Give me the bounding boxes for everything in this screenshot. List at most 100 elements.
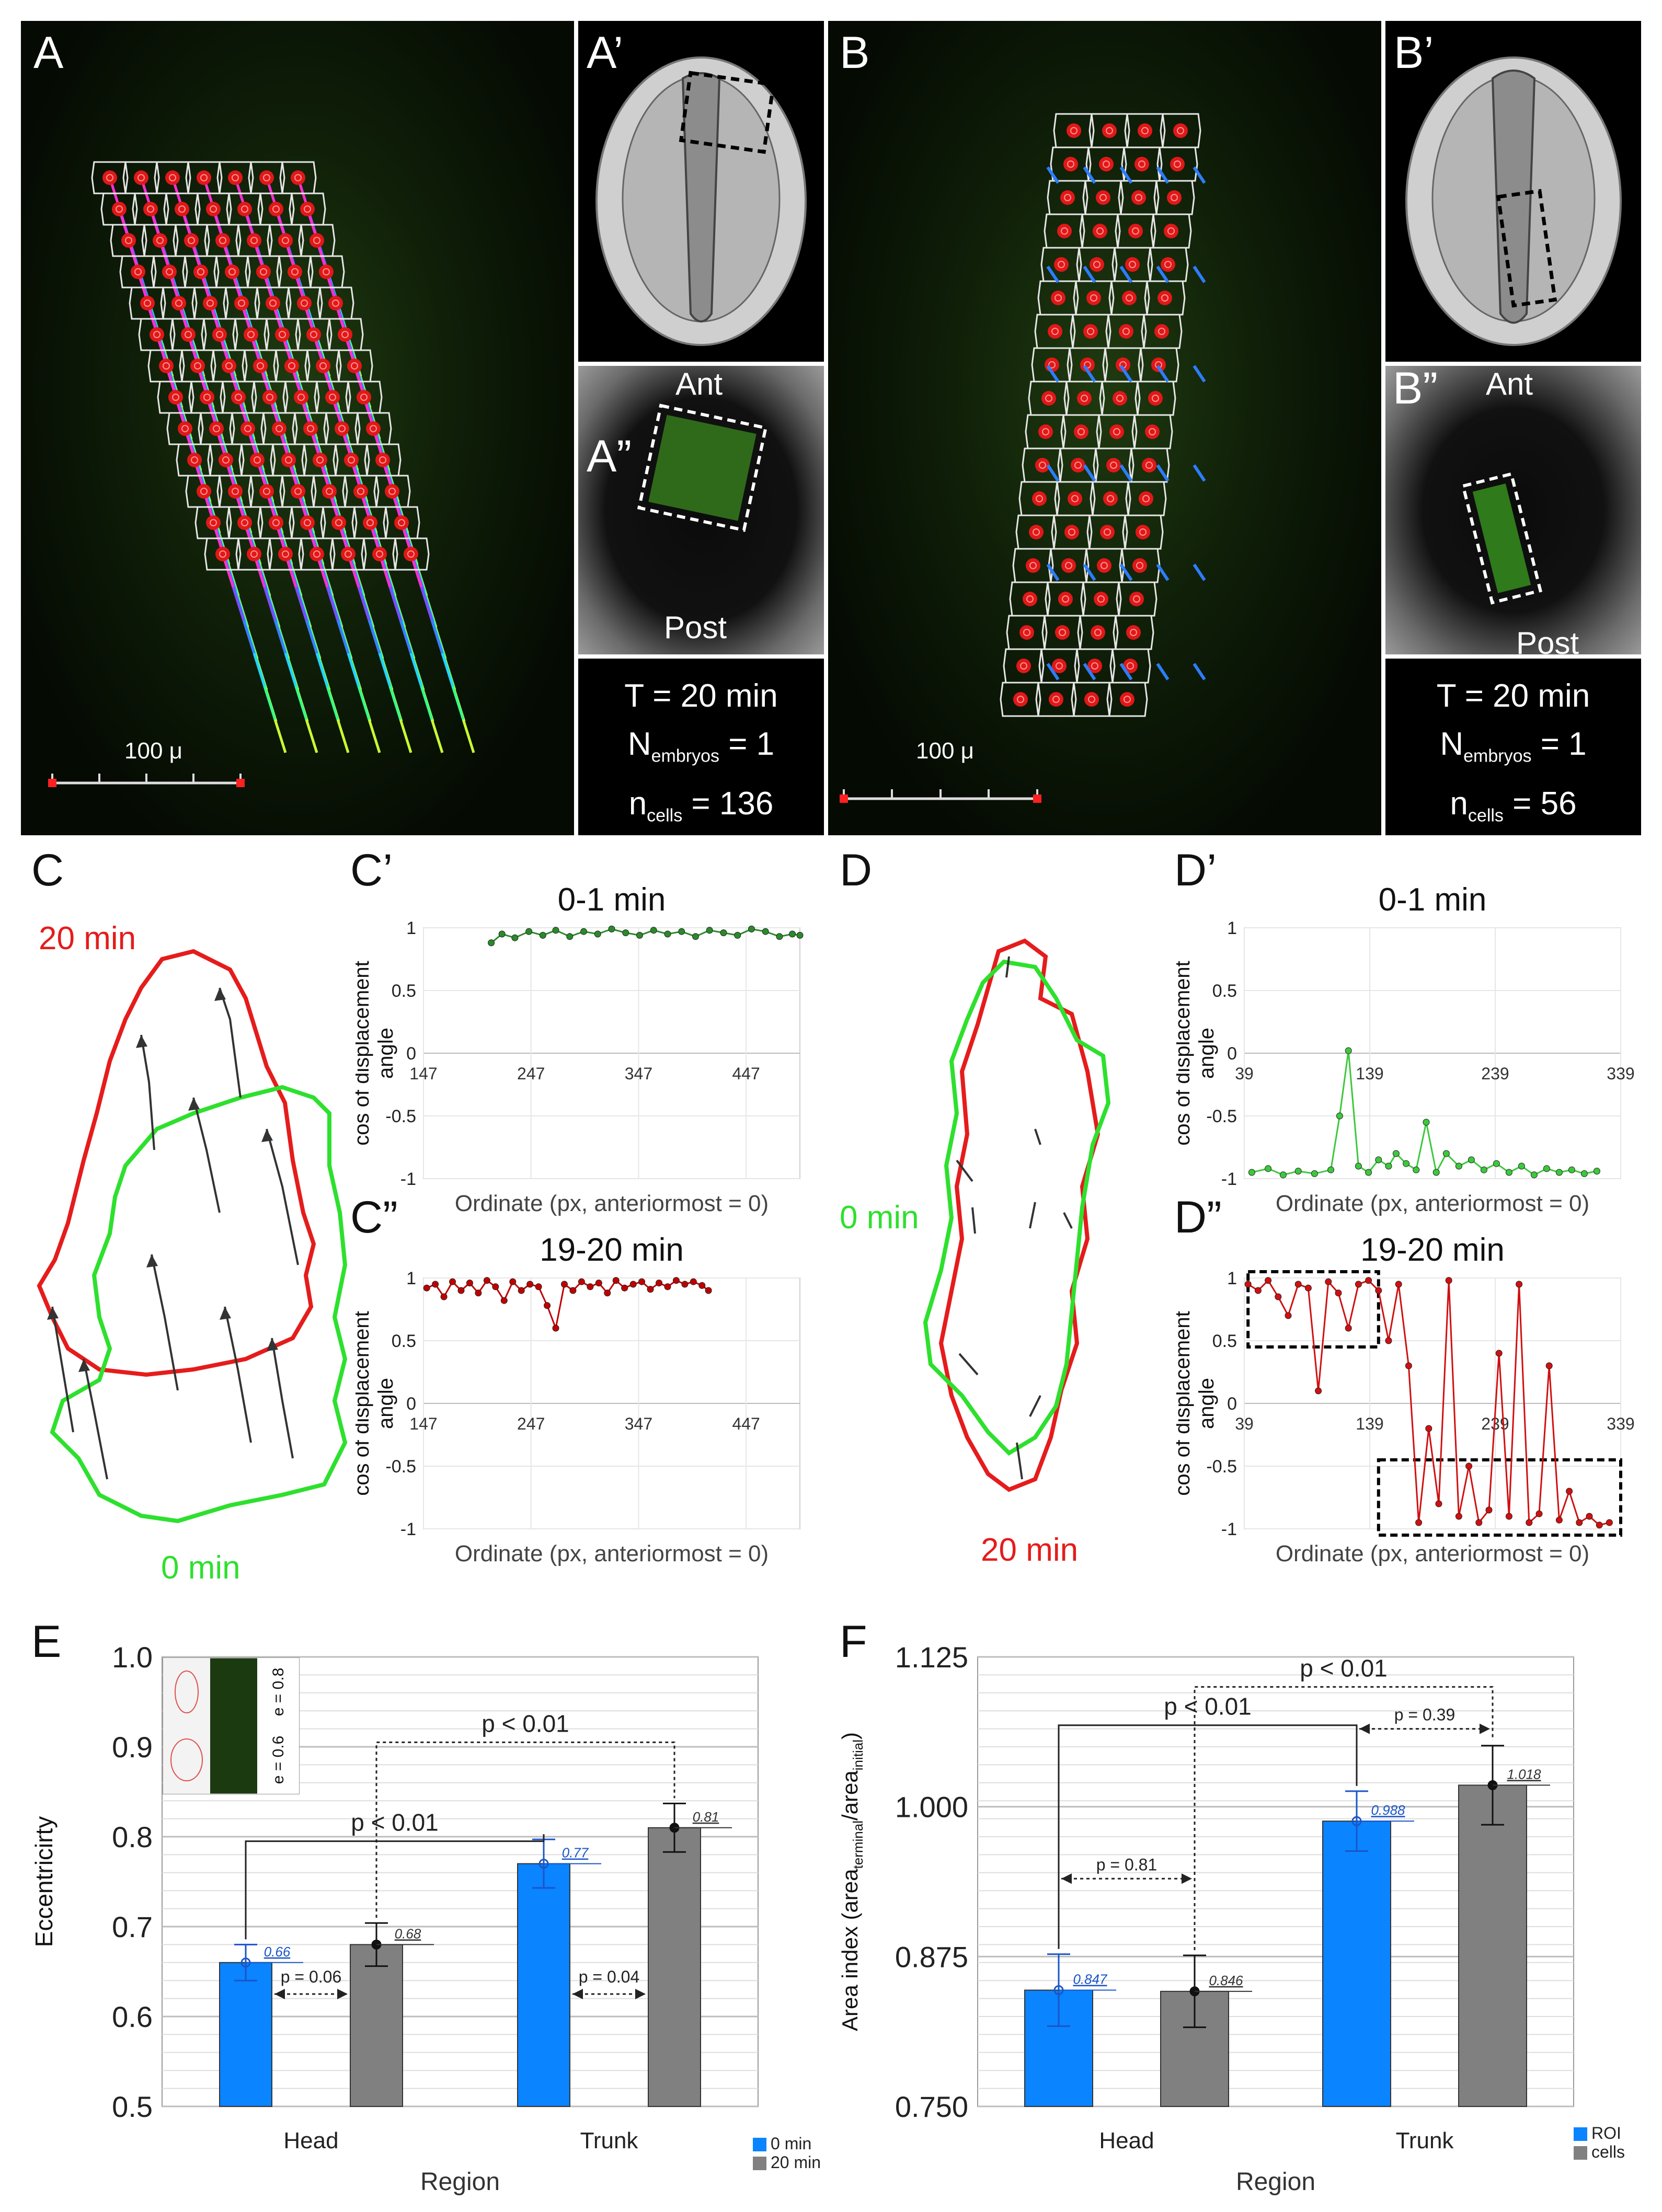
data-point (578, 1278, 585, 1285)
x-tick-label: 39 (1235, 1064, 1254, 1083)
data-point (498, 930, 506, 938)
legend-swatch (753, 2157, 766, 2170)
data-point (440, 1293, 448, 1300)
data-point (656, 1280, 663, 1287)
p-value-label: p < 0.01 (1164, 1693, 1252, 1720)
data-point (560, 1281, 568, 1288)
y-axis-label: cos of displacementangle (1176, 1311, 1218, 1496)
y-tick-label: 0.6 (112, 2000, 153, 2033)
panel-e-letter: E (31, 1617, 62, 1667)
y-tick-label: 0.7 (112, 1910, 153, 1943)
data-point (1375, 1287, 1382, 1294)
arrow-head (1359, 1723, 1370, 1734)
panel-d-label-20: 20 min (981, 1532, 1079, 1568)
chart-c1: 0-1 min 1 0.5 0 -0.5 -1 147 247 347 447 cos of dis… (356, 882, 804, 1216)
panel-d-label-0: 0 min (840, 1200, 919, 1236)
arrow-head (1061, 1873, 1072, 1884)
data-point (1535, 1510, 1543, 1517)
data-point (1526, 1519, 1533, 1526)
category-label: Trunk (580, 2128, 639, 2153)
data-point (1596, 1522, 1603, 1529)
data-point (595, 1280, 602, 1287)
y-tick-label: 1.000 (895, 1791, 968, 1824)
panel-b2-ant: Ant (1486, 366, 1533, 401)
chart-d1: 0-1 min 1 0.5 0 -0.5 -1 39 139 239 339 cos of disp… (1176, 882, 1635, 1216)
data-point (638, 1278, 646, 1285)
data-point (1413, 1166, 1420, 1173)
y-tick-label: 0.750 (895, 2090, 968, 2123)
data-point (511, 934, 519, 941)
data-point (1304, 1284, 1312, 1292)
panel-d-outlines (923, 938, 1111, 1492)
data-point (1248, 1169, 1255, 1176)
y-tick-label: 0.5 (392, 981, 416, 1001)
y-tick-label: -0.5 (385, 1107, 416, 1126)
y-axis-label: Eccentricirty (30, 1816, 58, 1947)
legend-swatch (1574, 2146, 1587, 2160)
data-point (1576, 1519, 1583, 1526)
arrow-head (1480, 1723, 1490, 1734)
y-tick-label: -0.5 (1206, 1457, 1237, 1477)
x-tick-label: 39 (1235, 1414, 1254, 1433)
panel-b1-letter: B’ (1394, 28, 1434, 78)
category-label: Head (1099, 2128, 1154, 2153)
panel-b-n-cells: ncells = 56 (1450, 786, 1577, 826)
panel-a2-roi (637, 404, 768, 532)
value-label: 0.68 (395, 1926, 421, 1941)
x-axis-label: Ordinate (px, anteriormost = 0) (455, 1191, 769, 1216)
value-label: 0.77 (562, 1845, 589, 1861)
panel-b-info: T = 20 min Nembryos = 1 ncells = 56 (1385, 659, 1641, 835)
inset-panel (163, 1658, 210, 1794)
x-axis-label: Ordinate (px, anteriormost = 0) (455, 1541, 769, 1566)
bracket-solid (1058, 1724, 1358, 1949)
data-point (1336, 1112, 1343, 1120)
bar (1458, 1784, 1527, 2107)
data-point (1442, 1150, 1450, 1157)
chart-e: 0.5 0.6 0.7 0.8 0.9 1.0 Head 0.66 0.68 Trunk 0.77 0… (30, 1641, 821, 2196)
data-point (1395, 1281, 1402, 1288)
panel-a-letter: A (33, 28, 64, 78)
panel-c-label-0: 0 min (161, 1550, 240, 1586)
data-point (1275, 1293, 1282, 1300)
data-point (525, 928, 533, 935)
value-label: 0.846 (1209, 1973, 1243, 1988)
data-point (1335, 1289, 1342, 1297)
y-tick-label: 0.875 (895, 1940, 968, 1973)
value-label: 0.81 (693, 1809, 719, 1825)
inset-label-strip (257, 1658, 299, 1794)
y-axis-label: cos of displacementangle (356, 961, 397, 1146)
y-tick-label: 1 (406, 918, 416, 938)
panel-c-letter: C (31, 845, 64, 895)
x-tick-label: 147 (409, 1064, 437, 1083)
data-point (1311, 1170, 1318, 1177)
legend-swatch (753, 2138, 766, 2151)
p-value-label: p < 0.01 (351, 1809, 439, 1836)
panel-b-image (828, 21, 1381, 835)
y-tick-label: -1 (400, 1519, 416, 1539)
panel-a-time: T = 20 min (624, 678, 778, 714)
data-point (1505, 1169, 1512, 1176)
chart-title: 0-1 min (1379, 882, 1487, 918)
legend-label: 0 min (771, 2134, 811, 2153)
data-point (569, 1287, 577, 1294)
data-point (1555, 1169, 1563, 1176)
data-point (1480, 1166, 1487, 1173)
inset-label: e = 0.8 (270, 1668, 287, 1716)
data-point (1294, 1168, 1302, 1175)
data-point (1465, 1462, 1473, 1470)
data-point (1568, 1166, 1575, 1173)
data-point (1355, 1162, 1362, 1170)
data-point (636, 931, 643, 939)
data-point (1606, 1519, 1613, 1526)
data-point (621, 1284, 628, 1292)
data-point (647, 1286, 654, 1293)
data-point (1455, 1513, 1462, 1520)
y-tick-label: 1.0 (112, 1641, 153, 1674)
data-point (789, 930, 796, 938)
y-axis-label: cos of displacementangle (356, 1311, 397, 1496)
data-point (1485, 1506, 1493, 1514)
value-label: 0.847 (1073, 1972, 1108, 1987)
bracket-solid (245, 1834, 545, 1940)
data-point (1385, 1337, 1392, 1344)
data-point (544, 1302, 551, 1309)
